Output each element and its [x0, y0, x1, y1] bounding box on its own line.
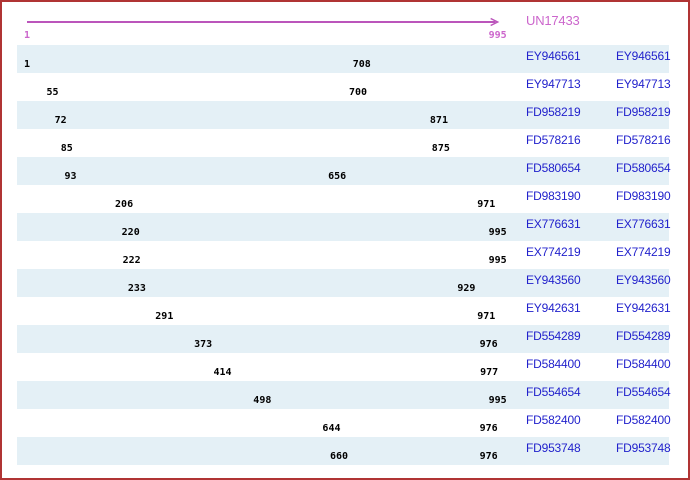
row-band	[17, 157, 669, 185]
row-band	[17, 409, 669, 437]
end-coordinate: 971	[477, 199, 496, 210]
accession-label-primary[interactable]: EX776631	[526, 217, 581, 231]
start-coordinate: 660	[330, 451, 349, 462]
row-band	[17, 241, 669, 269]
end-coordinate: 871	[429, 115, 448, 126]
end-coordinate: 976	[479, 423, 498, 434]
alignment-row: 93 656 FD580654 FD580654	[2, 157, 688, 185]
start-coordinate: 291	[155, 311, 174, 322]
accession-label-secondary[interactable]: FD554654	[616, 385, 671, 399]
end-coordinate: 700	[348, 87, 367, 98]
end-coordinate: 708	[352, 59, 371, 70]
arrowhead-right-icon	[490, 17, 500, 27]
reference-start-coordinate: 1	[23, 30, 31, 41]
end-coordinate: 977	[480, 367, 499, 378]
accession-label-secondary[interactable]: FD953748	[616, 441, 671, 455]
start-coordinate: 206	[115, 199, 134, 210]
alignment-row: 498 995 FD554654 FD554654	[2, 381, 688, 409]
alignment-row: 220 995 EX776631 EX776631	[2, 213, 688, 241]
start-coordinate: 222	[122, 255, 141, 266]
accession-label-secondary[interactable]: FD983190	[616, 189, 671, 203]
accession-label-secondary[interactable]: EY946561	[616, 49, 671, 63]
start-coordinate: 644	[322, 423, 341, 434]
end-coordinate: 995	[488, 255, 507, 266]
accession-label-primary[interactable]: EY943560	[526, 273, 581, 287]
start-coordinate: 1	[23, 59, 31, 70]
alignment-row: 414 977 FD584400 FD584400	[2, 353, 688, 381]
accession-label-primary[interactable]: FD580654	[526, 161, 581, 175]
alignment-row: 55 700 EY947713 EY947713	[2, 73, 688, 101]
row-band	[17, 269, 669, 297]
end-coordinate: 656	[328, 171, 347, 182]
accession-label-primary[interactable]: FD554289	[526, 329, 581, 343]
accession-label-primary[interactable]: EY946561	[526, 49, 581, 63]
accession-label-primary[interactable]: EY947713	[526, 77, 581, 91]
accession-label-secondary[interactable]: FD554289	[616, 329, 671, 343]
row-band	[17, 297, 669, 325]
accession-label-primary[interactable]: FD578216	[526, 133, 581, 147]
alignment-row: 373 976 FD554289 FD554289	[2, 325, 688, 353]
accession-label-primary[interactable]: FD958219	[526, 105, 581, 119]
end-coordinate: 976	[479, 339, 498, 350]
accession-label-primary[interactable]: EY942631	[526, 301, 581, 315]
end-coordinate: 995	[488, 227, 507, 238]
row-band	[17, 45, 669, 73]
end-coordinate: 995	[488, 395, 507, 406]
alignment-row: 222 995 EX774219 EX774219	[2, 241, 688, 269]
accession-label-primary[interactable]: FD584400	[526, 357, 581, 371]
end-coordinate: 976	[479, 451, 498, 462]
accession-label-primary[interactable]: EX774219	[526, 245, 581, 259]
row-band	[17, 325, 669, 353]
start-coordinate: 233	[127, 283, 146, 294]
alignment-row: 72 871 FD958219 FD958219	[2, 101, 688, 129]
accession-label-secondary[interactable]: FD578216	[616, 133, 671, 147]
row-band	[17, 185, 669, 213]
row-band	[17, 213, 669, 241]
start-coordinate: 498	[253, 395, 272, 406]
alignment-row: 1 708 EY946561 EY946561	[2, 45, 688, 73]
row-band	[17, 353, 669, 381]
row-band	[17, 381, 669, 409]
accession-label-secondary[interactable]: FD580654	[616, 161, 671, 175]
reference-end-coordinate: 995	[488, 30, 507, 41]
alignment-row: 644 976 FD582400 FD582400	[2, 409, 688, 437]
alignment-row: 85 875 FD578216 FD578216	[2, 129, 688, 157]
accession-label-primary[interactable]: FD554654	[526, 385, 581, 399]
start-coordinate: 373	[194, 339, 213, 350]
accession-label-secondary[interactable]: EY942631	[616, 301, 671, 315]
start-coordinate: 85	[60, 143, 73, 154]
end-coordinate: 929	[457, 283, 476, 294]
accession-label-primary[interactable]: FD953748	[526, 441, 581, 455]
row-band	[17, 73, 669, 101]
start-coordinate: 93	[64, 171, 77, 182]
accession-label-secondary[interactable]: EY943560	[616, 273, 671, 287]
row-band	[17, 129, 669, 157]
start-coordinate: 220	[121, 227, 140, 238]
alignment-row: 233 929 EY943560 EY943560	[2, 269, 688, 297]
accession-label-secondary[interactable]: FD582400	[616, 413, 671, 427]
start-coordinate: 414	[213, 367, 232, 378]
alignment-row: 291 971 EY942631 EY942631	[2, 297, 688, 325]
start-coordinate: 72	[54, 115, 67, 126]
accession-label-secondary[interactable]: EX774219	[616, 245, 671, 259]
alignment-row: 206 971 FD983190 FD983190	[2, 185, 688, 213]
alignment-row: 660 976 FD953748 FD953748	[2, 437, 688, 465]
accession-label-primary[interactable]: FD582400	[526, 413, 581, 427]
accession-label-primary[interactable]: FD983190	[526, 189, 581, 203]
reference-accession-link[interactable]: UN17433	[526, 13, 580, 28]
row-band	[17, 437, 669, 465]
accession-label-secondary[interactable]: EY947713	[616, 77, 671, 91]
end-coordinate: 971	[477, 311, 496, 322]
accession-label-secondary[interactable]: FD958219	[616, 105, 671, 119]
end-coordinate: 875	[431, 143, 450, 154]
accession-label-secondary[interactable]: FD584400	[616, 357, 671, 371]
accession-label-secondary[interactable]: EX776631	[616, 217, 671, 231]
start-coordinate: 55	[46, 87, 59, 98]
row-band	[17, 101, 669, 129]
